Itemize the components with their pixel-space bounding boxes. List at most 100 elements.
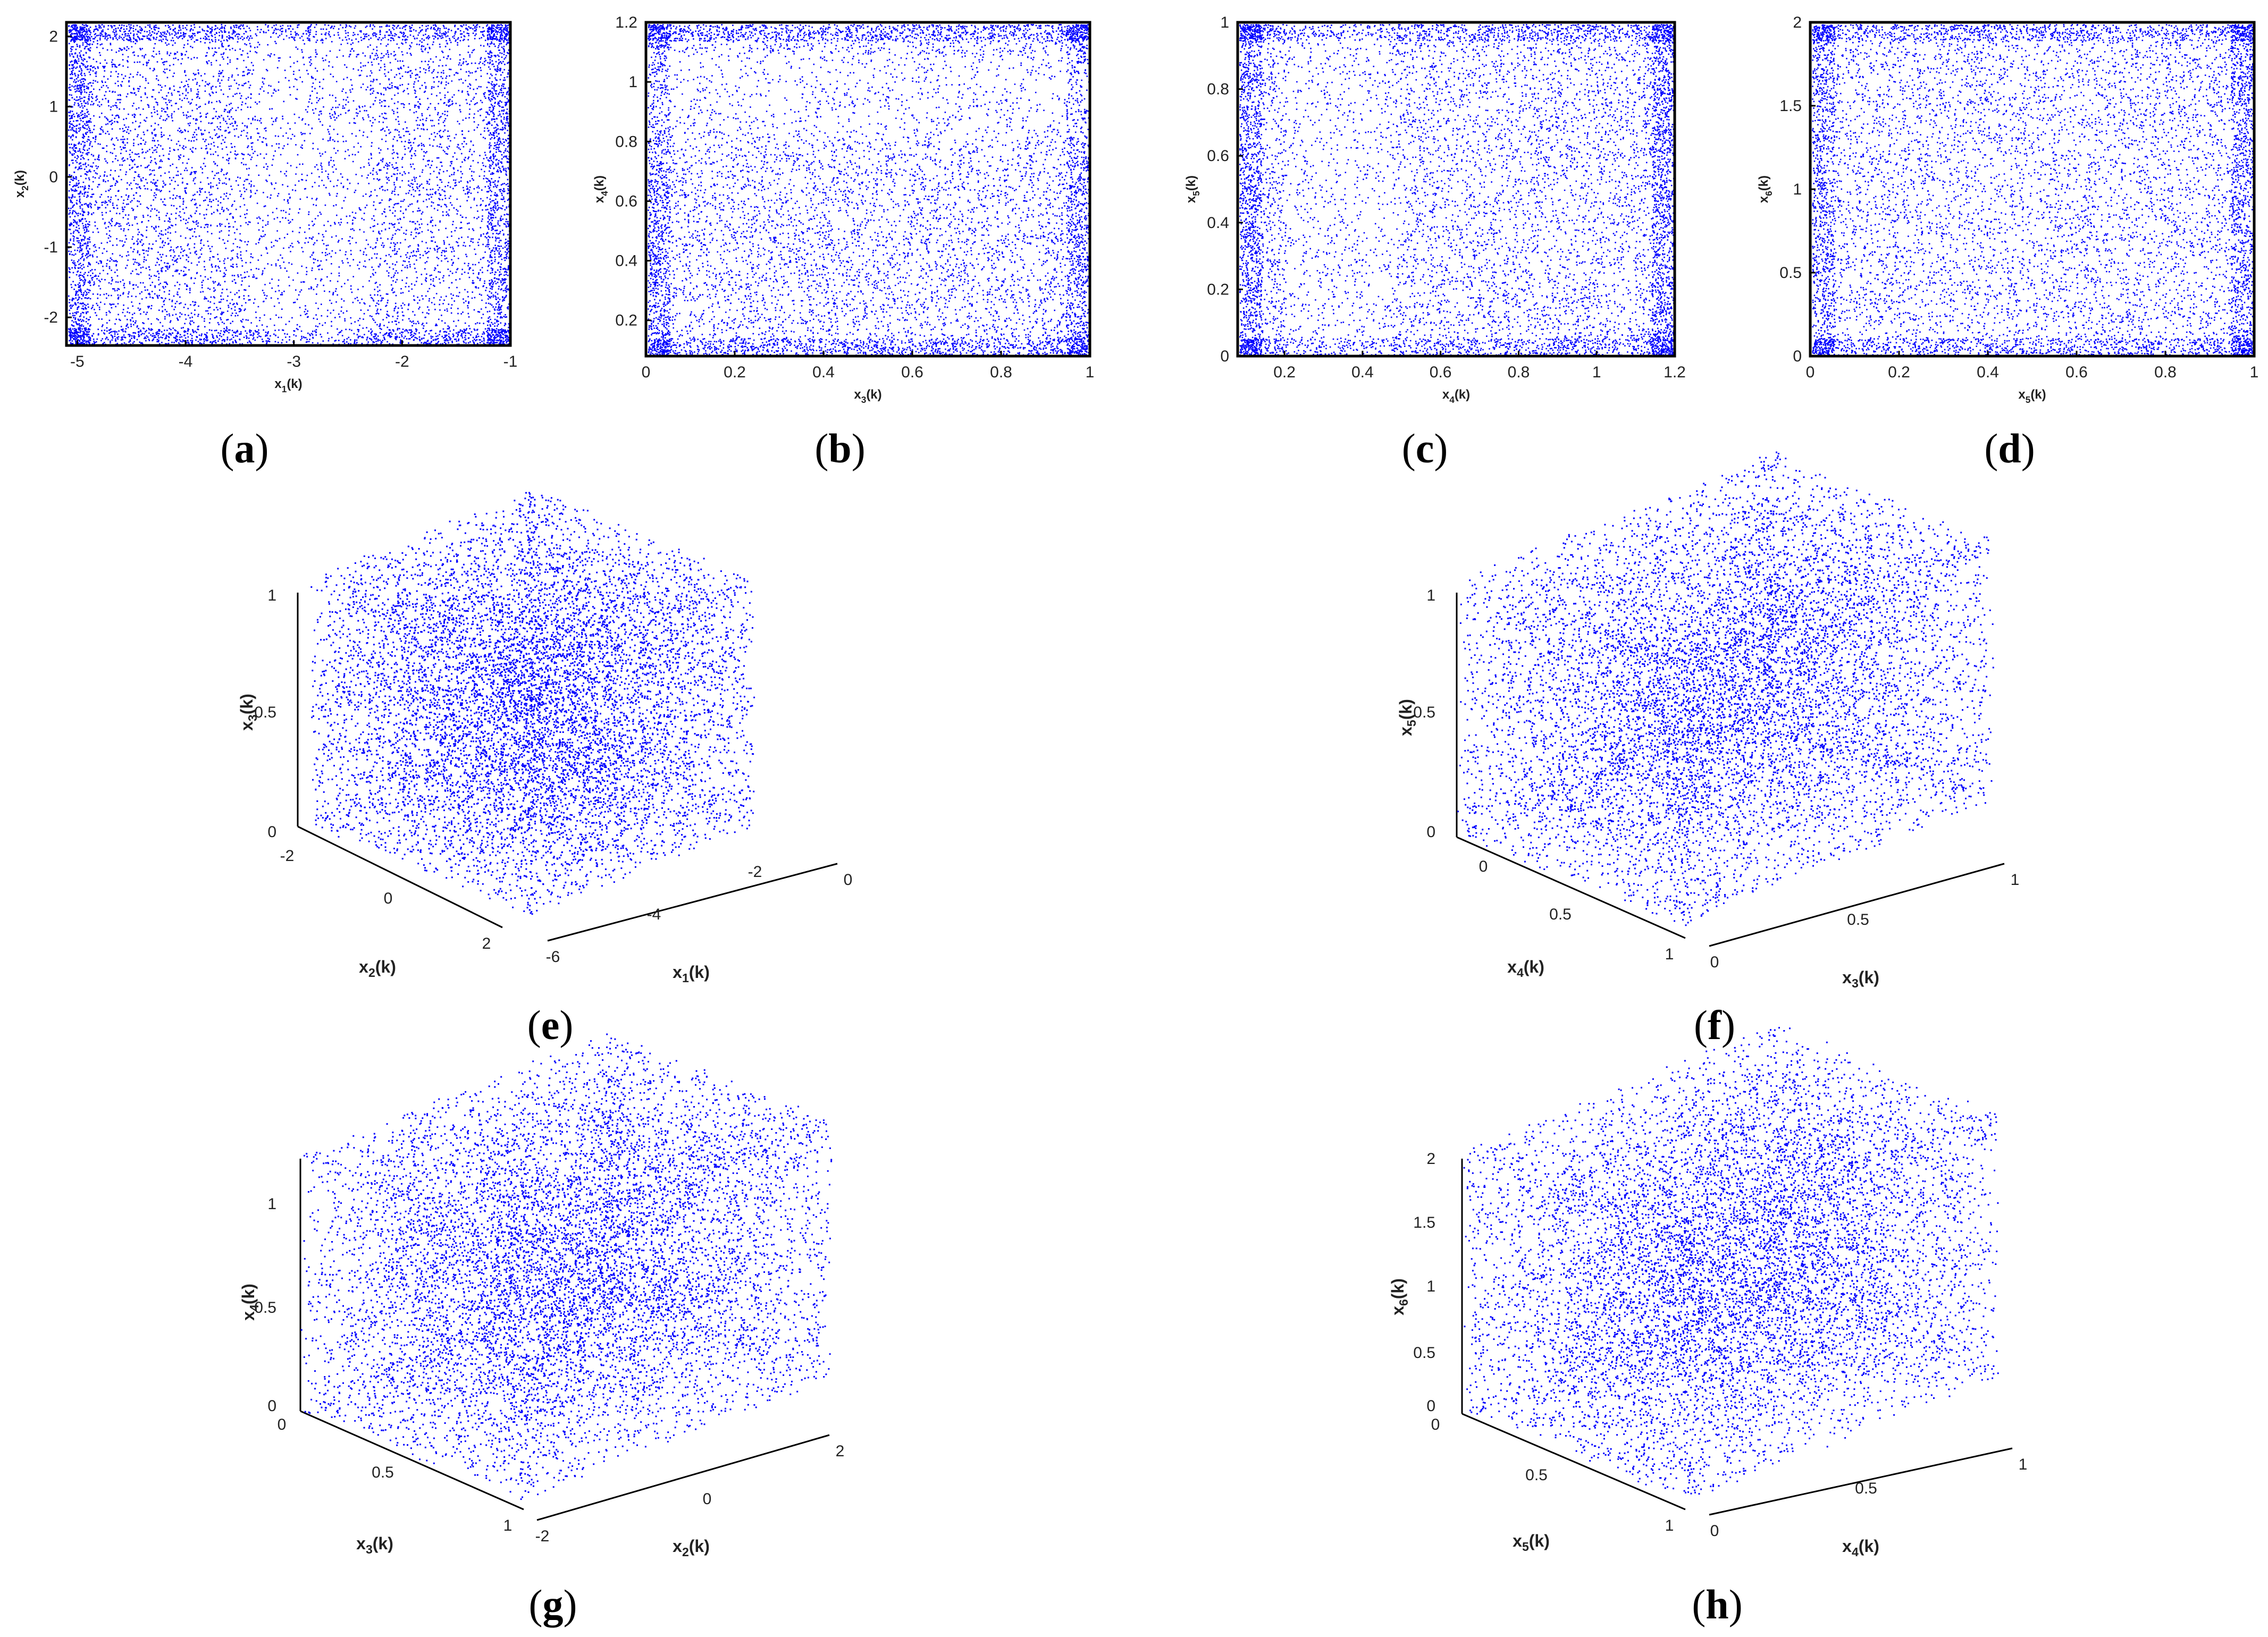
scatter-marks-2 xyxy=(1239,24,1675,356)
x-tick-label-2-0: 0.2 xyxy=(1273,364,1296,381)
scatter-marks-5 xyxy=(1457,451,1994,926)
panel-caption-h: (h) xyxy=(1692,1581,1742,1627)
y-tick-label-1-2: 0.6 xyxy=(615,192,637,210)
y-tick-label-5-0: 0 xyxy=(1479,858,1488,875)
x-tick-label-3-0: 0 xyxy=(1806,364,1815,381)
z-axis-label-7: x6(k) xyxy=(1388,1278,1410,1315)
axes-frame-3 xyxy=(1809,21,2256,358)
y-tick-label-3-2: 1 xyxy=(1793,181,1802,198)
x-tick-label-4-0: -6 xyxy=(546,948,560,966)
y-axis-line-6 xyxy=(300,1410,524,1511)
x-tick-label-4-2: -2 xyxy=(748,863,762,881)
z-axis-label-4: x3(k) xyxy=(237,694,259,731)
z-axis-label-5: x5(k) xyxy=(1396,699,1418,736)
scatter-marks-6 xyxy=(300,1033,833,1500)
axis-lines-5 xyxy=(1456,593,2005,947)
z-tick-label-5-1: 0.5 xyxy=(1413,704,1435,721)
y-tick-label-2-1: 0.2 xyxy=(1207,281,1229,298)
y-tick-label-2-0: 0 xyxy=(1220,348,1229,365)
y-tick-label-6-2: 1 xyxy=(503,1517,513,1534)
panel-caption-letter-f: f xyxy=(1708,1002,1722,1048)
x-tick-label-2-2: 0.6 xyxy=(1430,364,1452,381)
x-tick-label-1-2: 0.4 xyxy=(812,364,835,381)
z-tick-label-7-1: 0.5 xyxy=(1413,1344,1435,1362)
y-axis-label-0: x2(k) xyxy=(13,170,30,198)
y-axis-line-4 xyxy=(297,825,503,929)
y-tick-label-3-0: 0 xyxy=(1793,348,1802,365)
x-tick-label-6-0: -2 xyxy=(535,1528,550,1545)
y-tick-label-4-2: 2 xyxy=(482,935,491,952)
panel-caption-letter-b: b xyxy=(828,425,851,471)
scatter-marks-7 xyxy=(1463,1027,1999,1495)
y-tick-label-2-2: 0.4 xyxy=(1207,214,1229,232)
panel-caption-f: (f) xyxy=(1694,1002,1735,1048)
y-tick-label-6-0: 0 xyxy=(278,1416,287,1433)
panel-3: 0 0.2 0.4 0.6 0.8 1 0 0.5 1 1.5 2 x5(k) x6(k) xyxy=(1757,14,2258,405)
z-tick-label-7-2: 1 xyxy=(1426,1278,1435,1295)
x-tick-label-7-2: 1 xyxy=(2019,1456,2028,1473)
y-axis-label-6: x3(k) xyxy=(356,1534,393,1556)
panel-caption-a: (a) xyxy=(221,425,269,471)
axis-lines-7 xyxy=(1461,1159,2013,1516)
x-tick-label-4-3: 0 xyxy=(844,871,853,889)
y-tick-label-2-5: 1 xyxy=(1220,14,1229,31)
axes-frame-0 xyxy=(65,21,512,347)
x-tick-label-7-0: 0 xyxy=(1710,1522,1719,1540)
panel-2: 0.2 0.4 0.6 0.8 1 1.2 0 0.2 0.4 0.6 0.8 1 x4(k) x5(k) xyxy=(1184,14,1686,405)
x-axis-label-4: x1(k) xyxy=(673,963,710,985)
x-axis-label-1: x3(k) xyxy=(854,387,881,405)
panel-caption-letter-a: a xyxy=(234,425,255,471)
x-tick-label-2-3: 0.8 xyxy=(1508,364,1530,381)
scatter-marks-4 xyxy=(310,492,755,915)
x-axis-line-5 xyxy=(1709,863,2005,947)
panel-caption-c: (c) xyxy=(1402,425,1448,471)
y-tick-label-4-0: -2 xyxy=(280,847,295,865)
x-tick-label-4-1: -4 xyxy=(647,906,661,923)
axes-frame-2 xyxy=(1236,21,1676,358)
x-tick-label-3-2: 0.4 xyxy=(1977,364,1999,381)
y-tick-label-3-1: 0.5 xyxy=(1779,264,1802,282)
y-tick-label-2-4: 0.8 xyxy=(1207,81,1229,98)
z-tick-label-7-3: 1.5 xyxy=(1413,1214,1435,1231)
y-tick-label-1-0: 0.2 xyxy=(615,312,637,330)
y-tick-label-0-2: 0 xyxy=(49,168,58,186)
y-tick-label-5-1: 0.5 xyxy=(1549,906,1572,923)
panel-0: -5 -4 -3 -2 -1 -2 -1 0 1 2 x1(k) x2(k) xyxy=(13,21,517,394)
z-tick-label-6-2: 1 xyxy=(267,1195,276,1213)
y-axis-label-5: x4(k) xyxy=(1507,957,1544,980)
y-tick-label-0-3: 1 xyxy=(49,98,58,116)
panel-7: 0 0.5 1 0 0.5 1 0 0.5 1 1.5 2 x4(k) x5(k) x6(k) xyxy=(1388,1027,2027,1559)
x-tick-label-3-3: 0.6 xyxy=(2065,364,2088,381)
axis-lines-4 xyxy=(297,593,838,942)
y-tick-label-0-4: 2 xyxy=(49,28,58,45)
x-tick-label-2-4: 1 xyxy=(1592,364,1601,381)
y-tick-label-3-4: 2 xyxy=(1793,14,1802,31)
panel-6: -2 0 2 0 0.5 1 0 0.5 1 x2(k) x3(k) x4(k) xyxy=(239,1033,844,1559)
panel-caption-letter-c: c xyxy=(1416,425,1434,471)
x-tick-label-2-5: 1.2 xyxy=(1664,364,1686,381)
x-tick-label-1-0: 0 xyxy=(642,364,651,381)
x-tick-label-6-1: 0 xyxy=(703,1490,712,1508)
y-axis-label-2: x5(k) xyxy=(1184,175,1202,203)
x-tick-label-3-1: 0.2 xyxy=(1888,364,1910,381)
x-axis-label-3: x5(k) xyxy=(2018,387,2046,405)
x-tick-label-0-0: -5 xyxy=(70,353,85,370)
z-tick-label-7-4: 2 xyxy=(1426,1150,1435,1168)
x-tick-label-3-5: 1 xyxy=(2250,364,2259,381)
z-tick-label-4-1: 0.5 xyxy=(254,704,276,721)
scatter-points-0 xyxy=(68,24,510,345)
z-tick-label-6-0: 0 xyxy=(267,1397,276,1415)
scatter-marks-1 xyxy=(648,24,1090,356)
panel-caption-d: (d) xyxy=(1984,425,2035,471)
x-tick-label-5-2: 1 xyxy=(2011,871,2020,889)
y-axis-label-4: x2(k) xyxy=(359,957,396,980)
y-axis-line-5 xyxy=(1456,836,1686,939)
y-tick-label-7-0: 0 xyxy=(1431,1416,1440,1433)
x-tick-label-5-1: 0.5 xyxy=(1847,911,1869,929)
x-tick-label-3-4: 0.8 xyxy=(2154,364,2177,381)
panel-caption-b: (b) xyxy=(814,425,865,471)
x-tick-label-1-5: 1 xyxy=(1086,364,1095,381)
x-tick-label-0-1: -4 xyxy=(179,353,193,370)
